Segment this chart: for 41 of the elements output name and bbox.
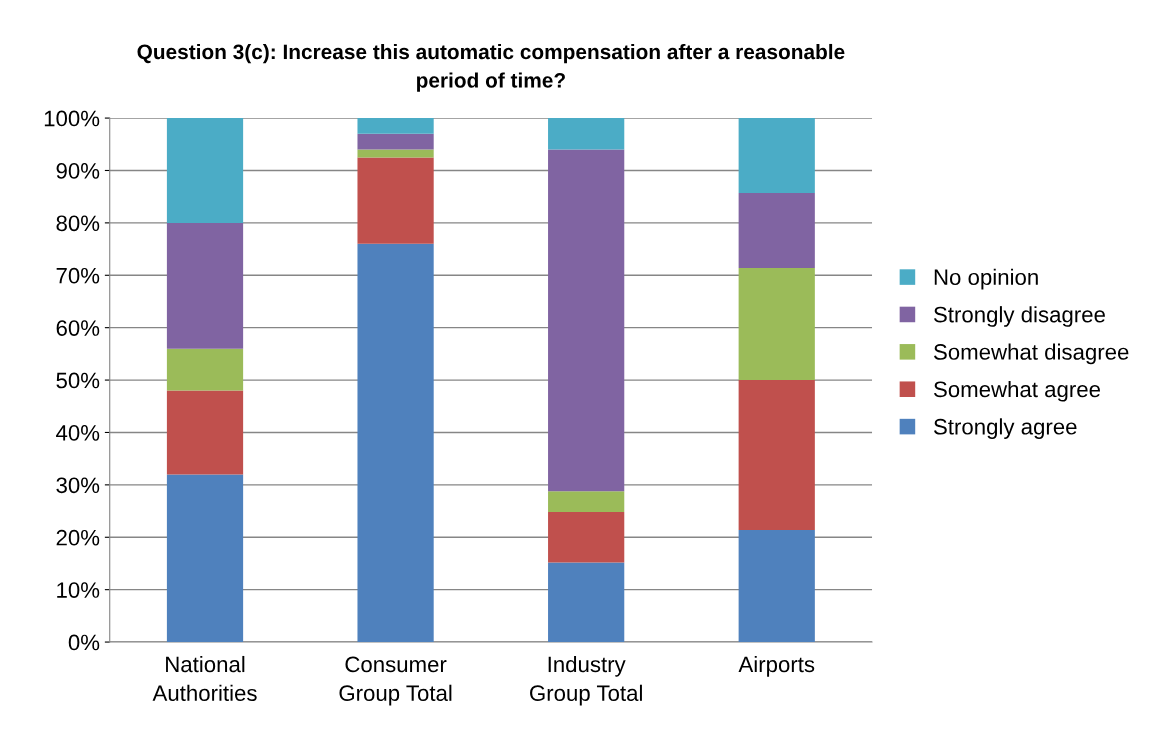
y-tick-label: 10% bbox=[57, 582, 100, 598]
y-tick-label: 90% bbox=[56, 163, 100, 179]
legend-label: Strongly agree bbox=[933, 418, 1077, 439]
x-tick-label: Consumer Group Total bbox=[339, 656, 452, 706]
bar bbox=[357, 157, 434, 244]
x-tick-label: Airports bbox=[738, 655, 815, 677]
y-tick-label: 0% bbox=[68, 634, 100, 651]
x-tick-label: National Authorities bbox=[152, 655, 257, 702]
bar bbox=[548, 512, 625, 563]
bar bbox=[548, 149, 625, 492]
legend-label: No opinion bbox=[934, 268, 1038, 290]
y-tick-label: 50% bbox=[56, 372, 100, 389]
bar bbox=[738, 193, 815, 268]
legend-label: Somewhat agree bbox=[933, 380, 1100, 402]
bar bbox=[166, 390, 244, 475]
x-tick-label: Industry Group Total bbox=[530, 655, 642, 706]
bar bbox=[738, 529, 815, 643]
bar bbox=[738, 118, 815, 194]
bar bbox=[548, 491, 625, 513]
chart-title: Question 3(c): Increase this automatic compensation after a reasonable period of time? bbox=[137, 43, 845, 92]
y-tick-label: 80% bbox=[56, 215, 100, 232]
bar bbox=[738, 267, 815, 381]
y-tick-label: 20% bbox=[56, 529, 100, 546]
y-tick-label: 40% bbox=[56, 425, 100, 441]
legend-label: Strongly disagree bbox=[933, 306, 1105, 327]
y-tick-label: 60% bbox=[56, 320, 100, 336]
bar bbox=[166, 118, 244, 223]
bar bbox=[166, 474, 244, 643]
bar bbox=[166, 348, 244, 391]
y-tick-label: 70% bbox=[56, 267, 100, 284]
y-tick-label: 30% bbox=[56, 477, 100, 494]
bar bbox=[166, 222, 244, 349]
bar bbox=[357, 243, 434, 643]
legend-label: Somewhat disagree bbox=[933, 343, 1129, 365]
bar bbox=[548, 562, 625, 643]
bar bbox=[548, 118, 625, 150]
bar bbox=[357, 149, 434, 158]
bar bbox=[738, 380, 815, 530]
bar bbox=[357, 118, 434, 134]
bar bbox=[357, 133, 434, 150]
y-tick-label: 100% bbox=[44, 110, 100, 127]
